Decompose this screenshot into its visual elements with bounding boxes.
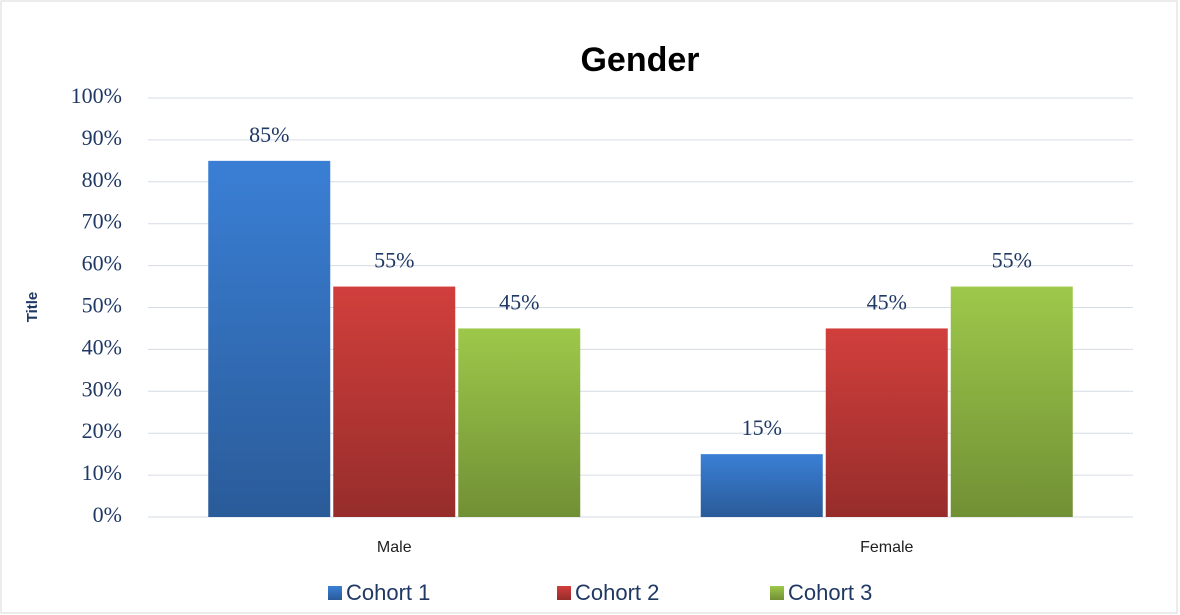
- legend-label: Cohort 1: [346, 580, 430, 605]
- y-tick-label: 50%: [82, 293, 122, 318]
- y-tick-label: 0%: [93, 502, 122, 527]
- bar: [950, 286, 1073, 517]
- legend-label: Cohort 2: [575, 580, 659, 605]
- legend-label: Cohort 3: [788, 580, 872, 605]
- y-tick-label: 70%: [82, 209, 122, 234]
- x-tick-label: Male: [377, 539, 412, 556]
- data-label: 45%: [867, 289, 907, 314]
- data-label: 55%: [374, 248, 414, 273]
- y-axis-title: Title: [24, 292, 41, 323]
- chart-title: Gender: [580, 41, 699, 79]
- bar: [333, 286, 456, 517]
- y-tick-label: 90%: [82, 125, 122, 150]
- legend-swatch: [557, 586, 571, 600]
- legend-swatch: [770, 586, 784, 600]
- y-tick-label: 40%: [82, 334, 122, 359]
- y-tick-label: 20%: [82, 418, 122, 443]
- data-label: 55%: [992, 248, 1032, 273]
- legend-swatch: [328, 586, 342, 600]
- y-tick-label: 60%: [82, 251, 122, 276]
- y-tick-label: 10%: [82, 460, 122, 485]
- data-label: 45%: [499, 289, 539, 314]
- y-tick-label: 100%: [71, 83, 122, 108]
- bar: [208, 160, 331, 517]
- bar: [825, 328, 948, 517]
- data-label: 85%: [249, 122, 289, 147]
- bar: [458, 328, 581, 517]
- data-label: 15%: [742, 415, 782, 440]
- x-tick-label: Female: [860, 539, 913, 556]
- bar: [700, 454, 823, 517]
- y-tick-label: 30%: [82, 376, 122, 401]
- y-tick-label: 80%: [82, 167, 122, 192]
